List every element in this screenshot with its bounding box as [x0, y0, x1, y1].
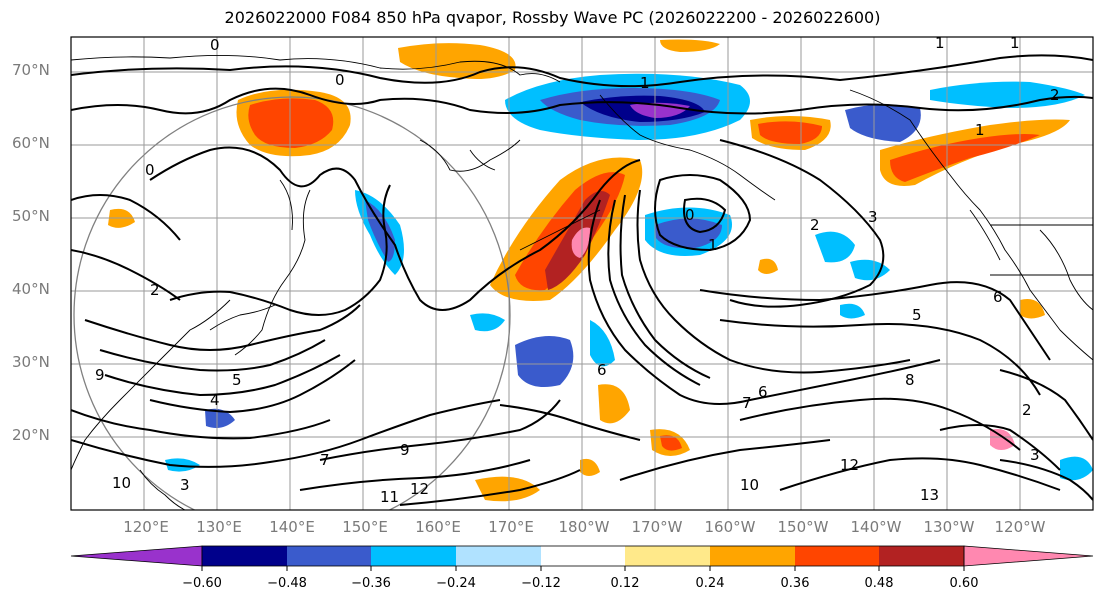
contour-label: 12 [840, 456, 859, 474]
contour-label: 0 [335, 71, 345, 89]
contour-label: 3 [868, 208, 878, 226]
lon-label: 150°E [342, 518, 388, 536]
contour-label: 1 [975, 121, 985, 139]
contour-label: 6 [758, 383, 768, 401]
contour-label: 1 [935, 34, 945, 52]
colorbar-segment [710, 546, 795, 566]
lon-label: 120°W [994, 518, 1046, 536]
colorbar-segment [371, 546, 456, 566]
contour-label: 1 [640, 74, 650, 92]
lon-label: 130°W [923, 518, 975, 536]
colorbar-segment [795, 546, 879, 566]
colorbar-segment [541, 546, 625, 566]
colorbar-tick-label: −0.12 [521, 576, 561, 591]
contours [71, 54, 1093, 506]
colorbar-segment [456, 546, 541, 566]
contour-label: 1 [708, 236, 718, 254]
lat-label: 40°N [12, 280, 50, 298]
lon-label: 170°E [488, 518, 534, 536]
lon-label: 160°W [704, 518, 756, 536]
colorbar-segment [287, 546, 371, 566]
contour-labels: 0 0 0 0 1 1 1 1 1 2 2 2 2 3 3 3 4 5 5 6 … [95, 34, 1060, 506]
contour-label: 12 [410, 480, 429, 498]
colorbar-extend-high [963, 545, 1094, 567]
colorbar-segment [625, 546, 710, 566]
colorbar-extend-low [70, 545, 203, 567]
lat-label: 50°N [12, 207, 50, 225]
contour-label: 5 [912, 306, 922, 324]
contour-label: 1 [1010, 34, 1020, 52]
coastlines [71, 54, 1093, 510]
colorbar-tick-label: −0.60 [182, 576, 222, 591]
lat-label: 60°N [12, 134, 50, 152]
contour-label: 3 [180, 476, 190, 494]
contour-label: 2 [1022, 401, 1032, 419]
lat-label: 70°N [12, 61, 50, 79]
contour-label: 10 [740, 476, 759, 494]
contour-label: 10 [112, 474, 131, 492]
contour-label: 5 [232, 371, 242, 389]
map-panel: 0 0 0 0 1 1 1 1 1 2 2 2 2 3 3 3 4 5 5 6 … [71, 34, 1093, 510]
lon-label: 120°E [123, 518, 169, 536]
anomaly-fills [108, 39, 1093, 502]
contour-label: 2 [1050, 86, 1060, 104]
contour-label: 11 [380, 488, 399, 506]
colorbar-segment [202, 546, 287, 566]
colorbar-tick-label: 0.60 [949, 576, 979, 591]
contour-label: 0 [210, 36, 220, 54]
contour-label: 2 [810, 216, 820, 234]
lon-label: 160°E [415, 518, 461, 536]
colorbar-tick-label: 0.12 [610, 576, 640, 591]
contour-label: 9 [400, 441, 410, 459]
map-title: 2026022000 F084 850 hPa qvapor, Rossby W… [224, 8, 881, 27]
colorbar-segment [879, 546, 964, 566]
colorbar-tick-label: 0.36 [780, 576, 810, 591]
lon-label: 150°W [777, 518, 829, 536]
contour-label: 7 [320, 451, 330, 469]
lon-label: 140°W [850, 518, 902, 536]
lon-label: 180°W [558, 518, 610, 536]
contour-label: 0 [685, 206, 695, 224]
reference-circle [73, 96, 511, 510]
lat-label: 20°N [12, 426, 50, 444]
lon-label: 170°W [631, 518, 683, 536]
colorbar-tick-label: −0.48 [267, 576, 307, 591]
colorbar-tick-label: 0.48 [864, 576, 894, 591]
contour-label: 13 [920, 486, 939, 504]
colorbar-tick-label: 0.24 [695, 576, 725, 591]
colorbar-tick-label: −0.24 [436, 576, 476, 591]
colorbar [70, 545, 1094, 571]
contour-label: 8 [905, 371, 915, 389]
contour-label: 6 [993, 288, 1003, 306]
contour-label: 4 [210, 391, 220, 409]
contour-label: 9 [95, 366, 105, 384]
contour-label: 0 [145, 161, 155, 179]
contour-label: 2 [150, 281, 160, 299]
lon-label: 130°E [196, 518, 242, 536]
lon-label: 140°E [269, 518, 315, 536]
contour-label: 3 [1030, 446, 1040, 464]
contour-label: 7 [742, 394, 752, 412]
contour-label: 6 [597, 361, 607, 379]
colorbar-tick-label: −0.36 [351, 576, 391, 591]
map-border [70, 36, 1094, 511]
lat-label: 30°N [12, 353, 50, 371]
